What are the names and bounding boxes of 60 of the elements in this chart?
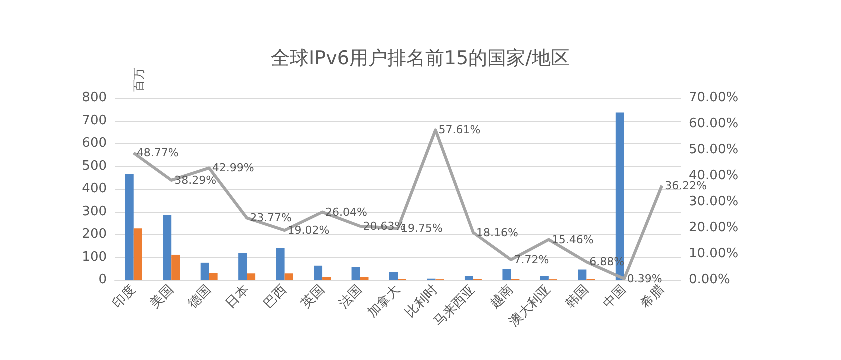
y2-tick-label: 30.00%	[689, 194, 739, 210]
x-tick-label: 德国	[186, 282, 215, 312]
bar	[276, 248, 285, 280]
y-tick-label: 800	[82, 90, 107, 106]
bar	[247, 274, 256, 280]
x-tick-label: 希腊	[638, 282, 668, 312]
x-tick-label: 印度	[109, 282, 140, 312]
y-tick-label: 200	[82, 227, 107, 242]
y2-tick-label: 50.00%	[689, 142, 739, 158]
y-tick-label: 700	[82, 113, 107, 128]
data-label: 0.39%	[627, 272, 662, 286]
bar	[314, 266, 323, 280]
data-label: 18.16%	[476, 226, 518, 240]
data-label: 38.29%	[174, 174, 217, 187]
y-tick-label: 300	[82, 204, 107, 220]
x-tick-label: 英国	[298, 282, 328, 312]
y2-tick-label: 70.00%	[689, 90, 739, 106]
x-tick-label: 巴西	[261, 282, 290, 312]
bar	[464, 276, 474, 280]
x-tick-label: 韩国	[562, 282, 592, 312]
bar	[578, 270, 587, 280]
data-label: 36.22%	[665, 179, 708, 192]
y-axis-title: 百万	[132, 68, 146, 92]
bar	[134, 228, 142, 280]
x-tick-label: 中国	[600, 282, 630, 312]
data-label: 15.46%	[552, 233, 594, 246]
bar	[540, 276, 549, 280]
data-label: 57.61%	[438, 124, 481, 137]
bar	[390, 272, 398, 280]
data-label: 7.72%	[514, 253, 550, 266]
y-tick-label: 500	[82, 158, 107, 174]
y-tick-label: 400	[82, 182, 107, 196]
bar	[209, 273, 218, 280]
chart-title: 全球IPv6用户排名前15的国家/地区	[271, 48, 570, 70]
y-tick-label: 0	[98, 272, 107, 288]
data-label: 23.77%	[250, 212, 292, 225]
bar	[322, 277, 332, 280]
x-tick-label: 加拿大	[365, 282, 404, 321]
y-tick-label: 100	[82, 250, 107, 265]
data-label: 48.77%	[136, 146, 179, 160]
y2-tick-label: 60.00%	[689, 116, 739, 132]
y2-tick-label: 10.00%	[689, 246, 739, 262]
data-label: 42.99%	[212, 162, 254, 175]
data-label: 26.04%	[326, 206, 368, 219]
x-tick-label: 越南	[488, 282, 517, 312]
bar	[172, 254, 180, 280]
bar	[284, 274, 294, 280]
bar	[502, 269, 512, 280]
x-tick-label: 美国	[147, 282, 177, 312]
bar	[238, 253, 248, 280]
bar	[200, 262, 210, 280]
bar	[163, 215, 172, 280]
y2-tick-label: 20.00%	[689, 220, 739, 236]
data-label: 19.02%	[288, 224, 330, 238]
bar	[125, 174, 134, 280]
x-tick-label: 法国	[336, 282, 366, 312]
y2-tick-label: 0.00%	[689, 272, 730, 288]
y-tick-label: 600	[82, 136, 107, 151]
bar	[352, 267, 360, 280]
x-tick-label: 日本	[223, 282, 252, 312]
